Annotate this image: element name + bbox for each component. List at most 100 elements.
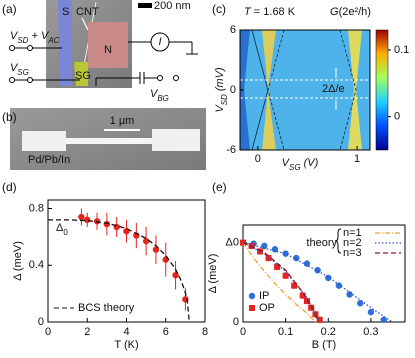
heatmap [240, 30, 370, 150]
text-run: V [214, 104, 226, 113]
plot-frame [242, 224, 406, 323]
text-run: V [10, 30, 19, 42]
marker [303, 298, 310, 305]
marker [308, 304, 315, 311]
voltage-label: VSG [10, 62, 29, 77]
x-tick-label: 0 [255, 153, 261, 165]
text-run: V [10, 62, 19, 74]
terminal [173, 75, 179, 81]
legend-label: n=1 [343, 227, 362, 239]
text-run: Δ [56, 222, 64, 234]
diamond-edge [267, 29, 285, 151]
heatmap-region [240, 30, 250, 150]
marker [316, 316, 323, 323]
text-run: SD [17, 36, 28, 45]
wire-bar [66, 138, 152, 144]
marker [142, 237, 150, 245]
terminal [27, 77, 33, 83]
text-run: (2e²/h) [339, 6, 371, 18]
y-tick-label: 6 [230, 24, 236, 36]
text-run: SG [289, 163, 301, 172]
voltage-label: VSD + VAC [10, 30, 60, 45]
x-axis-label: T (K) [114, 339, 138, 351]
text-run: V [282, 157, 291, 169]
current-meter [150, 32, 170, 52]
terminal [9, 77, 15, 83]
x-tick-label: 0 [45, 326, 51, 338]
panel-label: (c) [212, 2, 226, 16]
x-tick-label: 1 [354, 153, 360, 165]
y-tick-label: 0 [38, 316, 44, 328]
y-tick-label: 0 [230, 84, 236, 96]
theory-line [242, 242, 393, 323]
theory-line [242, 242, 321, 323]
marker [274, 263, 281, 270]
text-run: SG [17, 68, 29, 77]
panel-label: (a) [2, 2, 17, 16]
normal-electrode [88, 22, 128, 68]
marker [282, 250, 289, 257]
text-run: (V) [301, 157, 319, 169]
x-tick-label: 8 [202, 326, 208, 338]
legend-brace [334, 228, 342, 254]
theory-line [48, 219, 190, 323]
x-tick-label: 0.1 [278, 326, 293, 338]
marker [314, 266, 321, 274]
y-tick-label: Δ0 [226, 237, 239, 249]
panel-label: (e) [212, 180, 227, 194]
marker [299, 292, 306, 299]
marker [103, 220, 111, 228]
arrow [81, 17, 89, 31]
text-run: AC [47, 36, 59, 45]
legend-title: theory [306, 237, 337, 249]
x-tick-label: 0.3 [363, 326, 378, 338]
y-axis-label: Δ (meV) [12, 241, 24, 281]
material-label: Pd/Pb/In [28, 154, 70, 166]
terminal [27, 45, 33, 51]
text-run: BG [157, 94, 169, 103]
marker [291, 282, 298, 289]
text-run: (mV) [214, 67, 226, 94]
marker [78, 213, 85, 221]
marker [367, 308, 375, 316]
marker [346, 291, 353, 298]
x-tick-label: 0.2 [321, 326, 336, 338]
panel-label: (d) [2, 180, 17, 194]
marker [265, 255, 272, 262]
x-axis-label: VSG (V) [282, 157, 319, 172]
text-run: = 1.68 K [251, 6, 296, 18]
heatmap-region [348, 30, 362, 150]
pad [152, 129, 200, 151]
terminal [9, 45, 15, 51]
scale-bar [138, 3, 152, 8]
marker [257, 248, 264, 255]
y-axis-label: Δ (meV) [207, 254, 219, 294]
marker [380, 316, 387, 323]
voltage-label: VBG [150, 88, 169, 103]
cnt-label: CNT [76, 6, 99, 18]
y-tick-label: 0.8 [29, 202, 44, 214]
text-run: SD [220, 94, 229, 105]
x-tick-label: 6 [163, 326, 169, 338]
legend-label: n=2 [343, 237, 362, 249]
marker [303, 260, 311, 267]
y-tick-label: 0.4 [29, 259, 44, 271]
y-tick-label: 0 [233, 316, 239, 328]
colorbar [375, 29, 389, 151]
colorbar-tick-label: 0.1 [394, 44, 409, 56]
marker [282, 272, 289, 279]
marker [271, 246, 279, 253]
y-axis-label: VSD (mV) [214, 67, 229, 113]
gate-label: SG [75, 70, 91, 82]
legend-label: OP [259, 302, 275, 314]
text-run: 0 [63, 228, 68, 237]
scale-label: 200 nm [154, 0, 191, 12]
scale-label: 1 µm [110, 115, 135, 127]
heatmap-region [262, 30, 276, 150]
electrode-label: S [62, 6, 69, 18]
terminal [157, 75, 163, 81]
current-label: I [158, 36, 161, 48]
diamond-edge [339, 29, 357, 151]
text-run: T [244, 6, 252, 18]
theory-line [242, 242, 316, 323]
